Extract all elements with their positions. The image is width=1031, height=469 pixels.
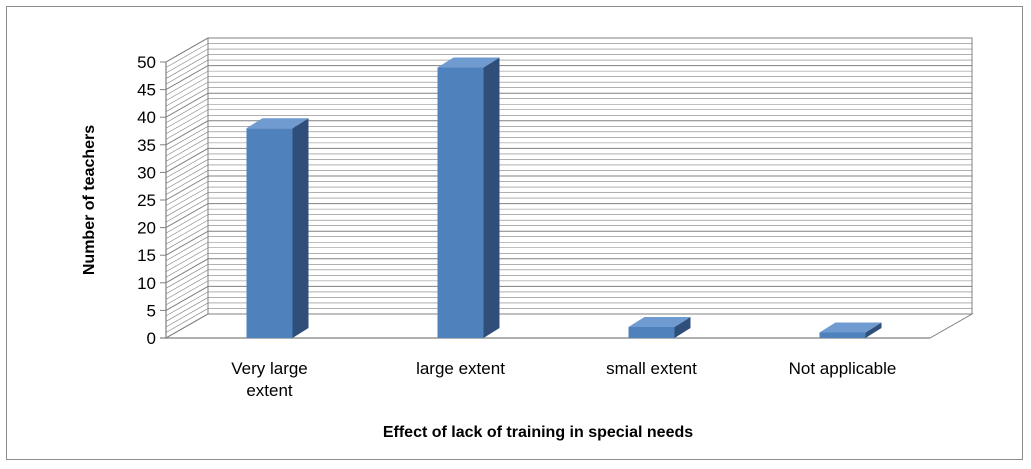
y-tick-label: 15	[137, 246, 156, 265]
gridline	[165, 48, 972, 74]
x-tick-label: large extent	[416, 359, 505, 378]
gridline	[165, 208, 972, 234]
gridline	[165, 59, 972, 85]
gridline	[165, 81, 972, 107]
y-axis-ticks: 0 5 10 15 20 25 30 35 40 45 50	[137, 53, 166, 348]
gridline	[165, 120, 972, 146]
y-axis-title: Number of teachers	[81, 125, 98, 275]
bar-side	[292, 118, 309, 339]
gridline	[165, 225, 972, 250]
bar-front	[246, 128, 293, 338]
gridline	[165, 164, 972, 190]
bar	[819, 322, 882, 338]
gridline	[165, 241, 972, 267]
gridline	[165, 291, 972, 317]
gridline	[165, 214, 972, 239]
bar-side	[674, 316, 691, 338]
gridline	[165, 186, 972, 212]
gridline	[165, 275, 972, 300]
gridline	[165, 70, 972, 96]
gridline	[165, 236, 972, 261]
gridline	[165, 170, 972, 195]
gridline	[165, 192, 972, 217]
gridline	[165, 302, 972, 328]
x-tick-label: Very large extent	[231, 359, 308, 400]
gridline	[165, 230, 972, 256]
gridline	[165, 92, 972, 118]
gridline	[165, 153, 972, 179]
gridline	[165, 131, 972, 157]
gridline	[165, 147, 972, 173]
bar	[437, 57, 500, 339]
x-tick-label: small extent	[606, 359, 697, 378]
bar-front	[628, 326, 675, 338]
gridline	[165, 175, 972, 201]
gridline	[165, 109, 972, 135]
gridline	[165, 54, 972, 79]
y-tick-label: 0	[147, 329, 156, 348]
gridline	[165, 264, 972, 289]
gridline	[165, 65, 972, 91]
gridline	[165, 308, 972, 333]
bar-top	[246, 118, 309, 129]
y-tick-label: 35	[137, 136, 156, 155]
gridline	[165, 269, 972, 295]
gridline	[165, 280, 972, 306]
gridline	[165, 114, 972, 140]
y-tick-label: 45	[137, 81, 156, 100]
bar-top	[628, 316, 691, 327]
gridline	[165, 297, 972, 322]
bar-side	[483, 57, 500, 339]
gridline	[165, 247, 972, 273]
y-tick-label: 10	[137, 274, 156, 293]
gridline	[165, 126, 972, 151]
bar	[246, 118, 309, 339]
gridline	[165, 219, 972, 245]
gridline	[165, 181, 972, 206]
gridlines	[165, 37, 972, 339]
gridline	[165, 76, 972, 101]
bar-side	[865, 322, 882, 338]
gridline	[165, 103, 972, 129]
y-tick-label: 20	[137, 219, 156, 238]
gridline	[165, 313, 972, 339]
gridline	[165, 98, 972, 123]
y-tick-label: 40	[137, 108, 156, 127]
x-tick-label: Not applicable	[789, 359, 897, 378]
bar-front	[437, 67, 484, 339]
x-axis-tick-labels: Very large extent large extent small extent…	[231, 359, 896, 400]
bar	[628, 316, 691, 338]
gridline	[165, 142, 972, 168]
x-axis-title: Effect of lack of training in special ne…	[383, 424, 693, 441]
gridline	[165, 87, 972, 112]
gridline	[165, 159, 972, 184]
y-tick-label: 50	[137, 53, 156, 72]
bar-front	[819, 332, 866, 338]
bar-top	[819, 322, 882, 333]
bar-top	[437, 57, 500, 68]
y-tick-label: 30	[137, 163, 156, 182]
gridline	[165, 37, 972, 63]
y-tick-label: 5	[147, 301, 156, 320]
gridline	[165, 137, 972, 162]
y-tick-label: 25	[137, 191, 156, 210]
gridline	[165, 197, 972, 223]
gridline	[165, 252, 972, 278]
gridline	[165, 43, 972, 68]
gridline	[165, 285, 972, 311]
gridline	[165, 203, 972, 229]
bar-series	[246, 57, 882, 339]
gridline	[165, 258, 972, 284]
